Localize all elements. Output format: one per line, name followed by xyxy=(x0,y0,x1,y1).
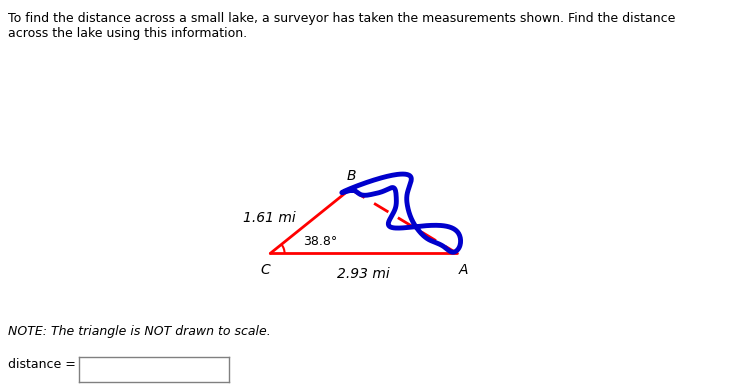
Text: NOTE: The triangle is NOT drawn to scale.: NOTE: The triangle is NOT drawn to scale… xyxy=(8,325,270,338)
Text: A: A xyxy=(459,263,469,277)
Text: distance =: distance = xyxy=(8,358,75,371)
Text: B: B xyxy=(347,169,356,183)
Text: 38.8°: 38.8° xyxy=(303,235,338,248)
Text: C: C xyxy=(261,263,270,277)
Text: 1.61 mi: 1.61 mi xyxy=(243,211,296,225)
Text: 2.93 mi: 2.93 mi xyxy=(337,267,390,281)
Text: To find the distance across a small lake, a surveyor has taken the measurements : To find the distance across a small lake… xyxy=(8,12,675,40)
